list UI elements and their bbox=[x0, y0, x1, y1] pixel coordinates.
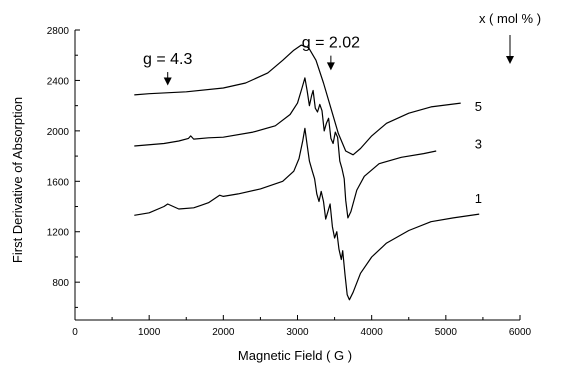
x-axis-ticks: 0 1000 2000 3000 4000 5000 6000 bbox=[72, 315, 532, 338]
series-label-5: 5 bbox=[475, 99, 482, 114]
x-tick-label: 0 bbox=[72, 327, 78, 338]
y-tick-label: 1600 bbox=[47, 177, 70, 188]
x-tick-label: 2000 bbox=[212, 327, 235, 338]
legend-arrow-head bbox=[506, 56, 514, 64]
y-tick-label: 800 bbox=[52, 278, 69, 289]
x-axis-title: Magnetic Field ( G ) bbox=[238, 348, 352, 363]
y-tick-label: 2800 bbox=[47, 26, 70, 37]
annotations: g = 4.3 g = 2.02 bbox=[143, 35, 360, 86]
x-tick-label: 1000 bbox=[138, 327, 161, 338]
y-axis-ticks: 800 1200 1600 2000 2400 2800 bbox=[47, 26, 80, 308]
series-line-5 bbox=[134, 44, 461, 156]
y-tick-label: 1200 bbox=[47, 228, 70, 239]
series-label-1: 1 bbox=[475, 191, 482, 206]
y-tick-label: 2000 bbox=[47, 127, 70, 138]
series-line-1 bbox=[134, 127, 480, 301]
legend-title: x ( mol % ) bbox=[479, 11, 541, 26]
x-tick-label: 4000 bbox=[361, 327, 384, 338]
plot-area: 0 1000 2000 3000 4000 5000 6000 800 1200 1600 200… bbox=[47, 26, 532, 338]
series-line-3 bbox=[134, 77, 437, 219]
series-curves bbox=[134, 44, 480, 301]
g-annotation-label: g = 4.3 bbox=[143, 51, 192, 68]
y-tick-label: 2400 bbox=[47, 76, 70, 87]
x-tick-label: 3000 bbox=[286, 327, 309, 338]
x-tick-label: 5000 bbox=[435, 327, 458, 338]
x-tick-label: 6000 bbox=[509, 327, 532, 338]
g-annotation-arrowhead bbox=[326, 62, 335, 71]
g-annotation-arrowhead bbox=[163, 77, 172, 86]
y-axis-title: First Derivative of Absorption bbox=[10, 97, 25, 263]
series-labels: 5 3 1 bbox=[475, 99, 482, 206]
g-annotation-label: g = 2.02 bbox=[302, 35, 360, 52]
series-label-3: 3 bbox=[475, 137, 482, 152]
